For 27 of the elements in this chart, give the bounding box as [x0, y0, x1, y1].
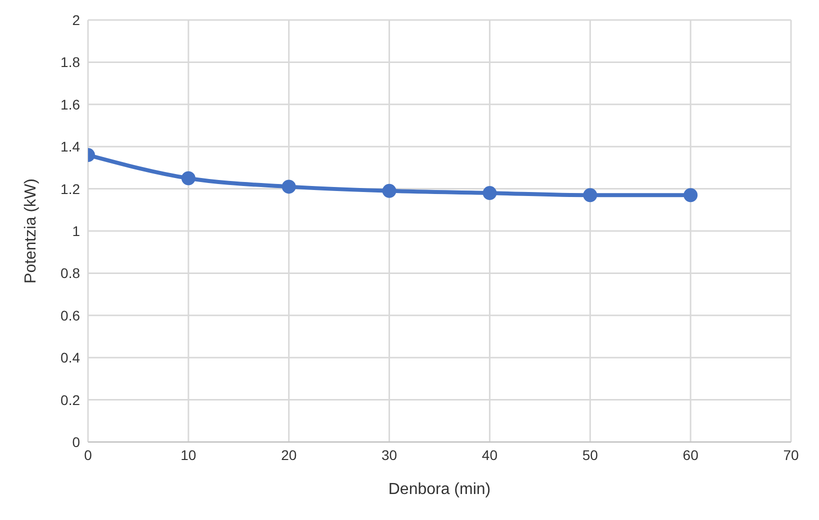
point: [583, 188, 598, 202]
point: [382, 184, 396, 198]
point: [282, 180, 296, 194]
y-tick-label: 1: [72, 222, 80, 239]
point: [181, 171, 196, 186]
x-tick-label: 60: [682, 446, 699, 463]
y-tick-label: 1.2: [60, 180, 80, 197]
y-tick-label: 1.8: [60, 54, 80, 70]
y-tick-label: 0: [72, 434, 80, 450]
x-axis-title: Denbora (min): [388, 481, 491, 498]
x-tick-label: 20: [281, 446, 297, 463]
point: [684, 188, 698, 202]
y-tick-label: 0.2: [60, 392, 80, 408]
y-tick-label: 0.4: [60, 350, 80, 366]
x-tick-label: 50: [582, 446, 598, 463]
y-tick-label: 1.6: [60, 96, 80, 112]
x-tick-label: 0: [84, 446, 92, 463]
x-tick-label: 40: [482, 446, 498, 463]
y-tick-label: 0.8: [60, 265, 80, 282]
y-tick-label: 1.4: [60, 138, 80, 155]
x-tick-label: 30: [381, 446, 398, 463]
y-tick-label: 2: [72, 12, 80, 28]
point: [482, 186, 497, 200]
x-tick-label: 10: [180, 446, 196, 463]
x-tick-label: 70: [783, 446, 799, 463]
y-tick-label: 0.6: [60, 307, 80, 324]
y-axis-title: Potentzia (kW): [22, 178, 40, 284]
